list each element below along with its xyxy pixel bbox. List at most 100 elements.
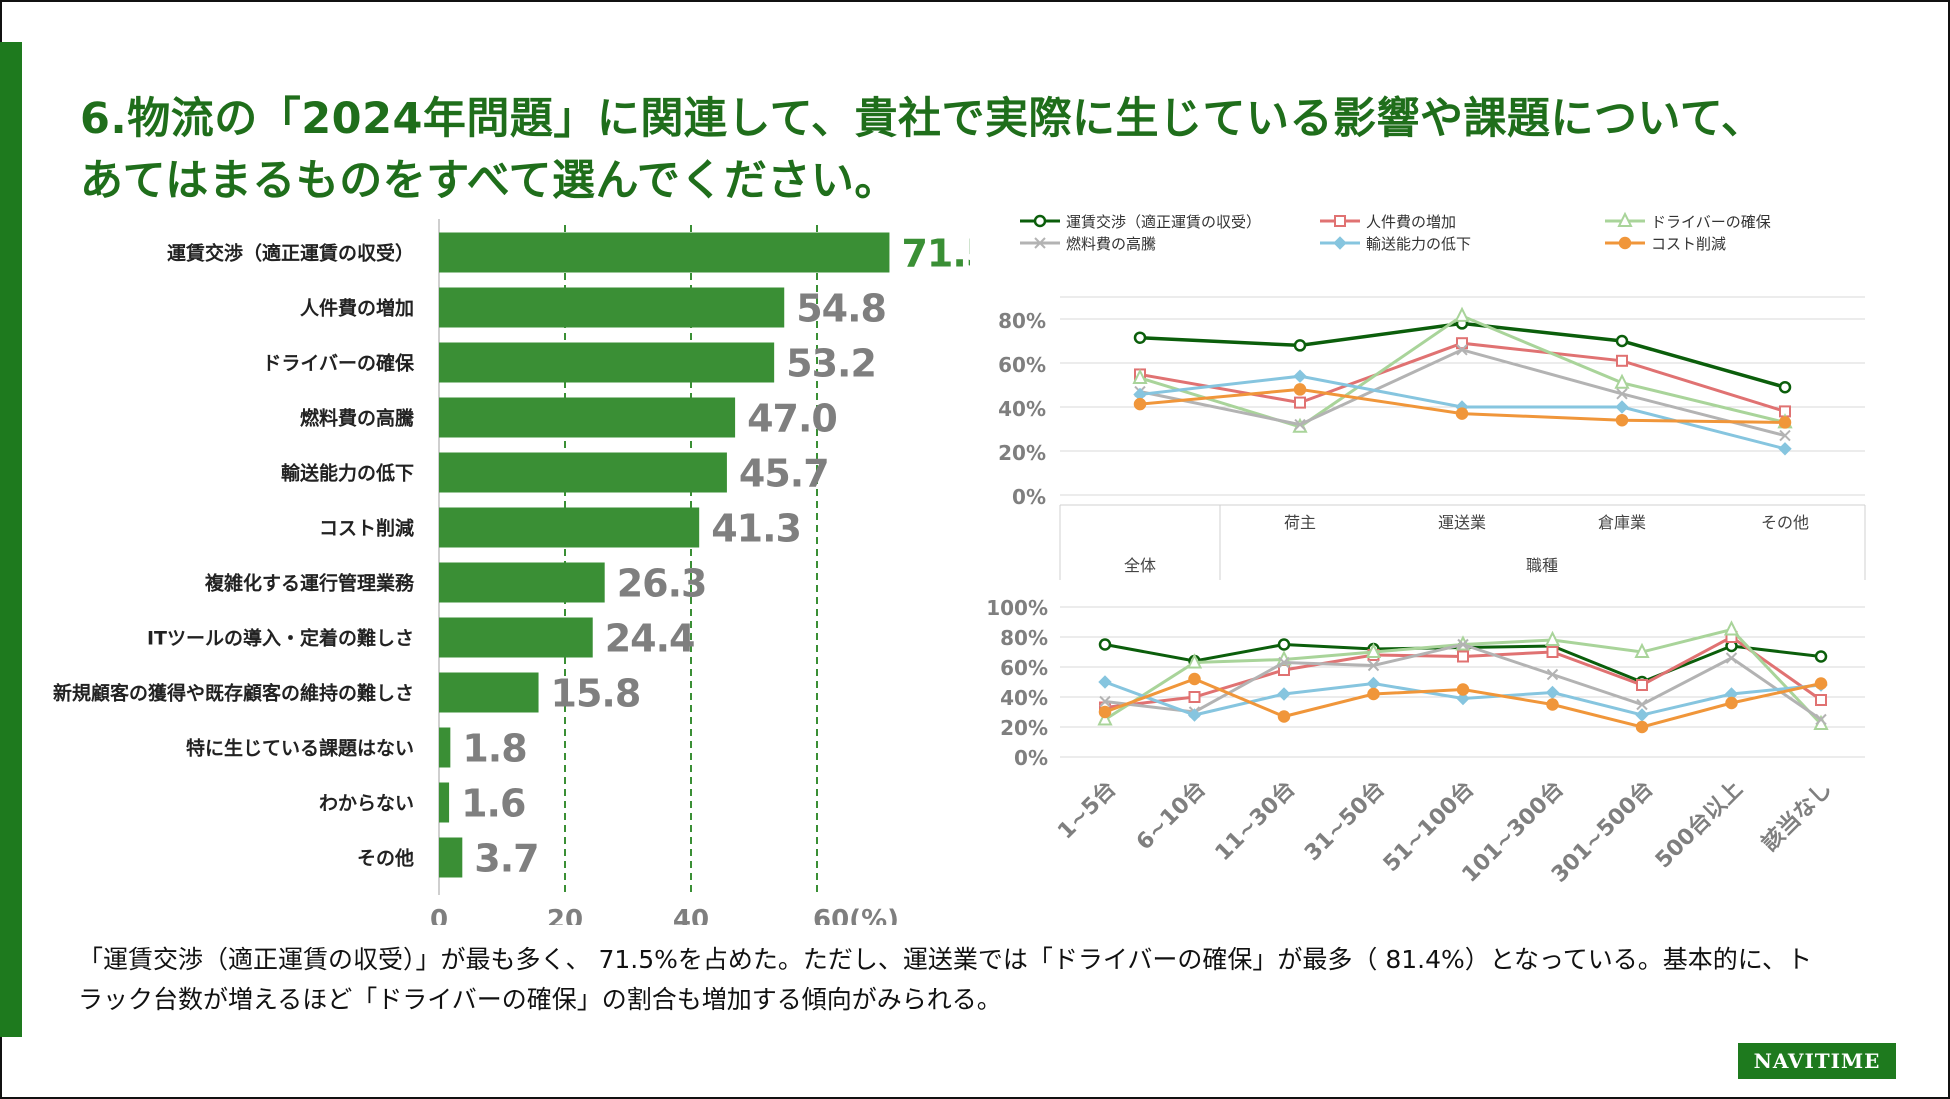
- line-chart-by-truck-count: 0%20%40%60%80%100%1~5台 6~10台 11~30台 31~50台5…: [986, 596, 1865, 885]
- data-point: [1365, 642, 1382, 658]
- data-point: [1618, 236, 1632, 250]
- y-tick-label: 40%: [1000, 686, 1048, 710]
- data-point: [1099, 695, 1111, 708]
- data-point: [1187, 708, 1202, 722]
- legend-label: コスト削減: [1651, 235, 1726, 253]
- category-label: 複雑化する運行管理業務: [204, 572, 415, 595]
- y-tick-label: 0%: [1014, 746, 1048, 770]
- y-tick-label: 40%: [998, 397, 1046, 421]
- category-label: コスト削減: [319, 517, 414, 540]
- category-label: 燃料費の高騰: [300, 407, 415, 430]
- data-point: [1293, 369, 1307, 383]
- data-point: [1277, 638, 1291, 651]
- bar-chart: 運賃交渉（適正運賃の収受） 71.5 人件費の増加 54.8 ドライバーの確保 53.2 燃…: [53, 219, 970, 925]
- group-label: 職種: [1526, 556, 1558, 575]
- bar: [439, 727, 451, 768]
- data-point: [1814, 650, 1828, 663]
- data-point: [1815, 694, 1827, 706]
- title-line-2: あてはまるものをすべて選んでください。: [80, 156, 898, 206]
- category-label: 輸送能力の低下: [281, 462, 414, 485]
- data-point: [1616, 354, 1628, 367]
- data-point: [1725, 696, 1738, 710]
- data-point: [1635, 720, 1649, 734]
- data-point: [1334, 215, 1346, 227]
- x-tick-label: 20: [547, 905, 583, 925]
- data-point: [1778, 380, 1792, 394]
- category-label: 全体: [1124, 556, 1156, 575]
- data-point: [1186, 653, 1203, 669]
- bar: [439, 562, 605, 603]
- data-point: [1454, 306, 1470, 322]
- legend-label: 運賃交渉（適正運賃の収受）: [1066, 213, 1261, 231]
- data-point: [1615, 334, 1629, 348]
- data-point: [1457, 650, 1469, 663]
- data-point: [1723, 620, 1740, 636]
- y-tick-label: 60%: [998, 353, 1046, 377]
- value-label: 54.8: [796, 287, 886, 331]
- data-point: [1778, 416, 1792, 429]
- data-point: [1293, 383, 1307, 396]
- value-label: 53.2: [786, 342, 876, 386]
- x-tick-label: 11~30台: [1210, 776, 1300, 866]
- data-point: [1634, 642, 1650, 658]
- bar: [439, 507, 700, 548]
- category-label: 運賃交渉（適正運賃の収受）: [167, 242, 414, 265]
- data-point: [1778, 442, 1792, 456]
- bar: [439, 617, 593, 658]
- data-point: [1367, 687, 1380, 701]
- data-point: [1546, 698, 1559, 711]
- data-point: [1546, 668, 1559, 681]
- bar: [439, 287, 785, 328]
- bar: [439, 672, 539, 713]
- category-label: ドライバーの確保: [262, 352, 415, 375]
- x-tick-label: 該当なし: [1757, 776, 1838, 857]
- data-point: [1457, 638, 1469, 651]
- x-tick-label: 31~50台: [1299, 776, 1389, 866]
- data-point: [1293, 339, 1307, 352]
- summary-line-1: 「運賃交渉（適正運賃の収受）」が最も多く、 71.5%を占めた。ただし、運送業で…: [78, 945, 1812, 974]
- data-point: [1277, 687, 1291, 701]
- bar: [439, 837, 463, 878]
- data-point: [1636, 698, 1648, 711]
- data-point: [1725, 652, 1738, 664]
- category-label: その他: [357, 847, 414, 870]
- data-point: [1815, 713, 1827, 726]
- data-point: [1333, 236, 1347, 250]
- y-tick-label: 0%: [1012, 485, 1046, 509]
- data-point: [1034, 237, 1046, 249]
- value-label: 15.8: [551, 672, 641, 716]
- bar: [439, 342, 775, 383]
- x-tick-label: 0: [430, 905, 448, 925]
- data-point: [1098, 675, 1112, 689]
- legend-label: 人件費の増加: [1366, 213, 1456, 231]
- category-label: 特に生じている課題はない: [186, 737, 414, 760]
- title-line-1: 6.物流の「2024年問題」に関連して、貴社で実際に生じている影響や課題について…: [80, 94, 1765, 144]
- data-point: [1456, 683, 1470, 696]
- category-label: 人件費の増加: [300, 297, 414, 320]
- value-label: 1.8: [462, 727, 526, 771]
- data-point: [1098, 705, 1112, 719]
- legend-label: 燃料費の高騰: [1066, 235, 1156, 253]
- data-point: [1455, 407, 1469, 420]
- data-point: [1456, 344, 1468, 356]
- value-label: 71.5: [901, 232, 970, 276]
- category-label: わからない: [319, 793, 414, 815]
- y-tick-label: 100%: [986, 596, 1048, 620]
- x-tick-label: 60(%): [813, 905, 899, 925]
- data-point: [1367, 659, 1380, 672]
- data-point: [1294, 418, 1306, 431]
- series-line: [1139, 321, 1786, 389]
- bar: [439, 232, 890, 273]
- accent-bar: [0, 42, 22, 1037]
- data-point: [1617, 211, 1633, 227]
- y-tick-label: 80%: [1000, 626, 1048, 650]
- data-point: [1188, 672, 1201, 686]
- page-title: 6.物流の「2024年問題」に関連して、貴社で実際に生じている影響や課題について…: [80, 88, 1765, 212]
- legend-label: ドライバーの確保: [1651, 213, 1771, 231]
- data-point: [1779, 429, 1791, 442]
- data-point: [1615, 413, 1629, 427]
- summary-line-2: ラック台数が増えるほど「ドライバーの確保」の割合も増加する傾向がみられる。: [78, 985, 1002, 1014]
- category-label: その他: [1761, 513, 1809, 532]
- data-point: [1614, 373, 1630, 389]
- category-label: 新規顧客の獲得や既存顧客の維持の難しさ: [53, 682, 414, 705]
